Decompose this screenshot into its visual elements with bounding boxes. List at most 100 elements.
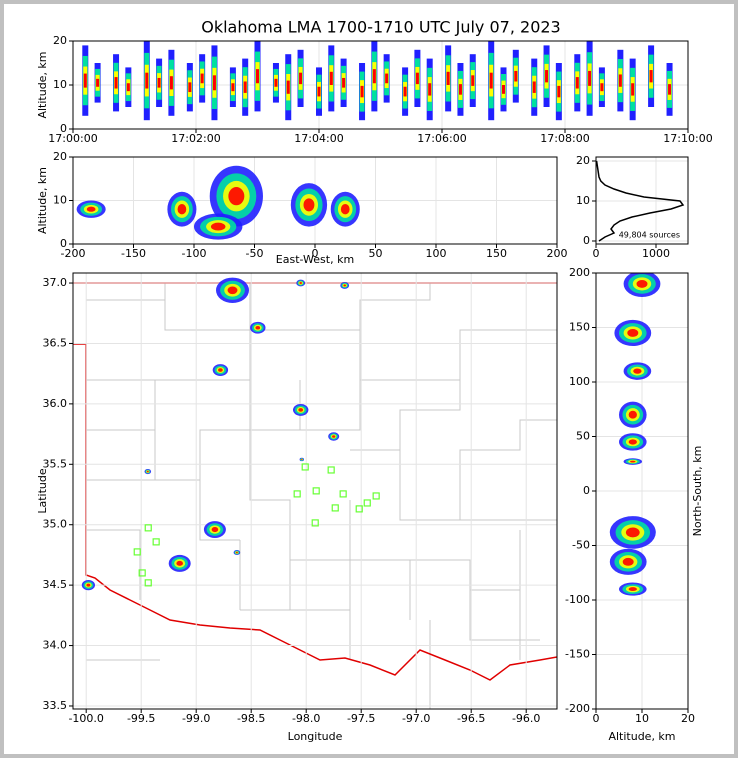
chart-title: Oklahoma LMA 1700-1710 UTC July 07, 2023 (201, 18, 560, 37)
x-tick-label: -99.5 (127, 712, 155, 725)
plot-frame (595, 272, 689, 710)
source-strip (83, 73, 87, 88)
source-strip (385, 73, 389, 84)
y-axis-label: Altitude, km (36, 167, 49, 234)
density-ring (628, 587, 637, 592)
station (144, 524, 152, 532)
source-density (144, 469, 152, 475)
source-strip (188, 82, 192, 93)
y-tick-label: 0 (583, 484, 590, 497)
source-column (371, 41, 378, 112)
source-strip (360, 85, 364, 98)
source-column (199, 54, 206, 103)
source-strip (243, 81, 247, 93)
x-tick-label: 17:00:00 (48, 132, 97, 145)
density-ring (299, 282, 303, 285)
x-tick-label: -200 (61, 247, 86, 260)
x-tick-label: -96.5 (457, 712, 485, 725)
plot-frame (595, 156, 689, 245)
source-column (414, 49, 421, 107)
source-column (574, 54, 581, 112)
source-density (623, 362, 652, 380)
source-strip (600, 83, 604, 92)
source-column (82, 45, 89, 116)
source-column (113, 54, 120, 112)
source-column (186, 63, 193, 112)
source-density (167, 191, 197, 227)
y-tick-label: 150 (569, 321, 590, 334)
source-strip (157, 77, 161, 88)
x-tick-label: -100.0 (68, 712, 103, 725)
source-column (543, 45, 550, 107)
source-column (666, 63, 673, 116)
density-ring (628, 410, 637, 419)
plot-frame (72, 156, 558, 245)
x-axis-label: East-West, km (276, 253, 354, 266)
y-tick-label: 36.0 (43, 397, 68, 410)
source-strip (256, 69, 259, 84)
source-column (629, 58, 636, 121)
source-column (555, 63, 562, 121)
source-density (340, 282, 350, 289)
x-tick-label: 17:02:00 (171, 132, 220, 145)
source-density (330, 191, 360, 227)
y-tick-label: -150 (565, 648, 590, 661)
station (339, 490, 347, 498)
source-strip (502, 85, 505, 94)
source-density (168, 554, 191, 572)
station (355, 505, 363, 513)
source-density (623, 458, 642, 465)
y-tick-label: 0 (583, 234, 590, 247)
x-tick-label: -98.5 (237, 712, 265, 725)
plot-frame (72, 272, 558, 710)
source-column (168, 49, 175, 116)
station (301, 463, 309, 471)
x-tick-label: 50 (369, 247, 383, 260)
source-column (531, 58, 538, 116)
source-strip (458, 84, 462, 95)
density-ring (332, 435, 336, 438)
y-tick-label: 35.5 (43, 457, 68, 470)
x-tick-label: -99.0 (182, 712, 210, 725)
density-ring (146, 470, 149, 473)
x-tick-label: 17:10:00 (663, 132, 712, 145)
source-strip (489, 72, 493, 89)
x-tick-label: -100 (182, 247, 207, 260)
source-strip (231, 83, 235, 92)
density-ring (227, 286, 238, 295)
station (327, 466, 335, 474)
source-density (76, 200, 106, 218)
density-ring (235, 551, 238, 554)
density-ring (176, 560, 183, 566)
x-axis-label: Altitude, km (608, 730, 675, 743)
density-ring (211, 527, 219, 533)
x-tick-label: -50 (246, 247, 264, 260)
station (133, 548, 141, 556)
altitude-histogram (595, 160, 685, 242)
density-ring (228, 187, 245, 206)
source-column (328, 45, 335, 112)
y-tick-label: 20 (576, 154, 590, 167)
density-ring (625, 527, 640, 538)
station (363, 499, 371, 507)
source-density (293, 403, 309, 416)
x-tick-label: -98.0 (292, 712, 320, 725)
source-density (194, 213, 243, 240)
panel (596, 273, 688, 709)
source-density (619, 582, 647, 596)
density-ring (86, 206, 96, 212)
source-density (203, 521, 226, 539)
source-density (619, 433, 647, 451)
x-axis-label: Longitude (288, 730, 343, 743)
source-column (285, 54, 292, 121)
x-tick-label: 20 (681, 712, 695, 725)
station (312, 487, 320, 495)
source-column (359, 63, 366, 121)
source-strip (145, 72, 149, 89)
source-strip (372, 69, 376, 84)
station (331, 504, 339, 512)
y-axis-label: Latitude (36, 468, 49, 514)
density-ring (627, 329, 639, 337)
y-axis-label: Altitude, km (36, 51, 49, 118)
